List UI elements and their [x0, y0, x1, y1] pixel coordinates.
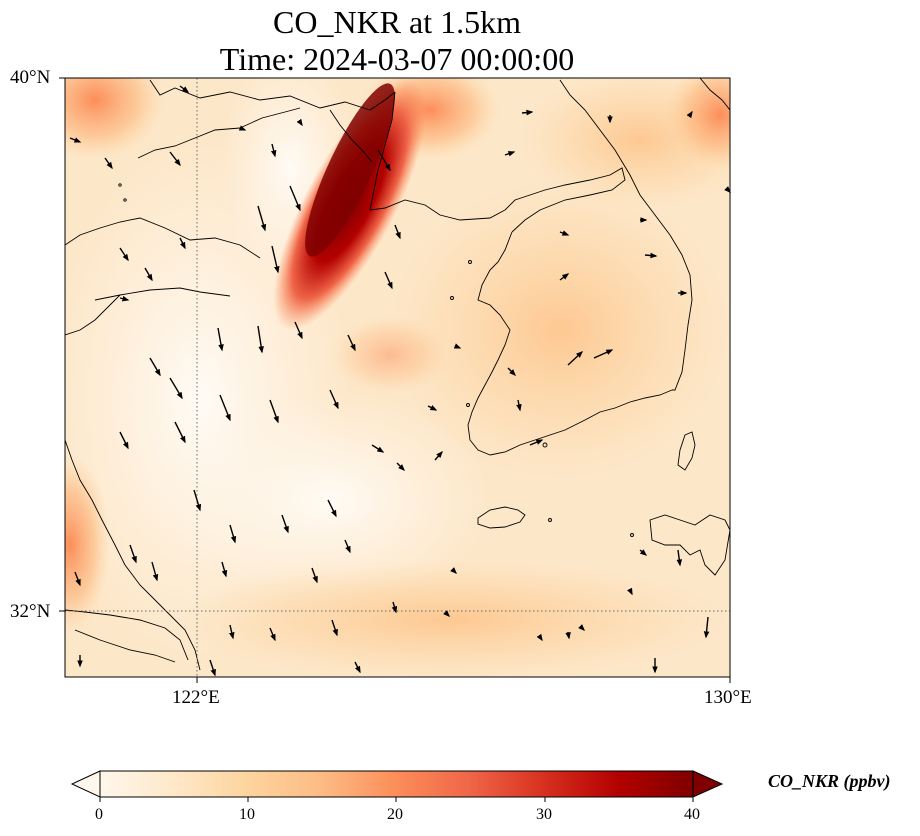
wind-arrow: [294, 321, 303, 340]
wind-arrow: [229, 524, 237, 544]
wind-arrow: [443, 610, 450, 617]
colorbar-title: CO_NKR (ppbv): [768, 771, 891, 791]
wind-arrow: [193, 489, 202, 512]
wind-arrow: [209, 659, 216, 677]
lat-label-32n: 32°N: [10, 601, 51, 622]
wind-arrow: [144, 267, 153, 282]
wind-arrow: [559, 273, 570, 281]
wind-arrow: [354, 661, 361, 674]
co-concentration-field: [65, 78, 730, 677]
wind-arrow: [344, 539, 351, 554]
lon-label-122e: 122°E: [172, 687, 220, 708]
wind-arrow: [384, 271, 393, 290]
wind-arrow: [174, 421, 186, 444]
wind-arrow: [327, 499, 337, 518]
colorbar-tick-40: 40: [684, 806, 700, 823]
wind-arrow: [219, 394, 231, 422]
wind-arrow: [151, 561, 159, 582]
wind-arrow: [686, 110, 693, 119]
wind-arrow: [238, 125, 247, 131]
wind-arrow: [377, 149, 391, 172]
wind-arrow: [504, 151, 516, 157]
wind-arrow: [536, 633, 543, 642]
colorbar-tick-20: 20: [387, 806, 403, 823]
wind-arrow: [434, 450, 443, 461]
colorbar: [70, 770, 724, 802]
wind-arrow: [593, 349, 614, 359]
wind-arrow: [676, 549, 683, 567]
wind-arrow: [221, 561, 228, 578]
wind-arrow: [311, 567, 318, 584]
gridlines: [65, 78, 730, 677]
wind-arrow: [74, 571, 81, 587]
wind-arrow: [516, 399, 522, 412]
colorbar-tick-30: 30: [536, 806, 552, 823]
wind-arrow: [565, 631, 571, 640]
wind-arrow: [703, 616, 710, 639]
wind-arrow: [269, 399, 279, 424]
wind-arrow: [453, 343, 462, 349]
axis-ticks: [59, 77, 731, 683]
wind-arrow: [257, 325, 264, 354]
wind-arrow: [450, 567, 457, 574]
wind-arrow: [394, 224, 401, 240]
map-title: CO_NKR at 1.5km: [273, 4, 521, 40]
wind-arrow: [559, 230, 570, 236]
wind-arrow: [270, 143, 277, 158]
map-subtitle-time: Time: 2024-03-07 00:00:00: [219, 41, 575, 77]
wind-arrow: [507, 367, 516, 376]
wind-arrow: [104, 157, 113, 170]
wind-arrow: [229, 624, 235, 640]
wind-arrow: [639, 549, 648, 556]
wind-arrow: [296, 118, 303, 127]
wind-arrow: [371, 444, 385, 453]
wind-arrow: [626, 587, 633, 596]
wind-arrow: [119, 247, 129, 262]
map-frame: [64, 77, 731, 678]
wind-arrow: [331, 619, 338, 637]
wind-arrow: [578, 624, 585, 631]
wind-arrow: [521, 109, 534, 116]
wind-arrow: [289, 185, 301, 212]
wind-arrow: [391, 601, 398, 614]
lat-label-40n: 40°N: [10, 67, 51, 88]
wind-arrow: [257, 205, 267, 232]
wind-arrow: [169, 151, 181, 167]
wind-arrow: [271, 245, 280, 274]
wind-arrow: [179, 237, 186, 250]
colorbar-tick-10: 10: [239, 806, 255, 823]
wind-arrow: [644, 252, 658, 259]
wind-arrow: [217, 327, 224, 352]
wind-arrow: [129, 544, 137, 564]
wind-arrow: [179, 85, 190, 93]
wind-arrow: [169, 377, 183, 400]
wind-vectors: [69, 85, 731, 677]
wind-arrow: [567, 351, 584, 366]
wind-arrow: [427, 404, 438, 411]
wind-arrow: [329, 389, 339, 410]
wind-arrow: [396, 462, 405, 471]
lon-label-130e: 130°E: [704, 687, 752, 708]
wind-arrow: [529, 439, 544, 446]
wind-arrow: [69, 137, 82, 143]
wind-arrow: [119, 295, 130, 302]
colorbar-tick-0: 0: [95, 806, 103, 823]
wind-arrow: [269, 627, 276, 642]
wind-arrow: [149, 357, 161, 377]
coastlines: [65, 78, 730, 671]
wind-arrow: [281, 514, 289, 534]
wind-arrow: [119, 431, 129, 450]
wind-arrow: [347, 334, 356, 352]
